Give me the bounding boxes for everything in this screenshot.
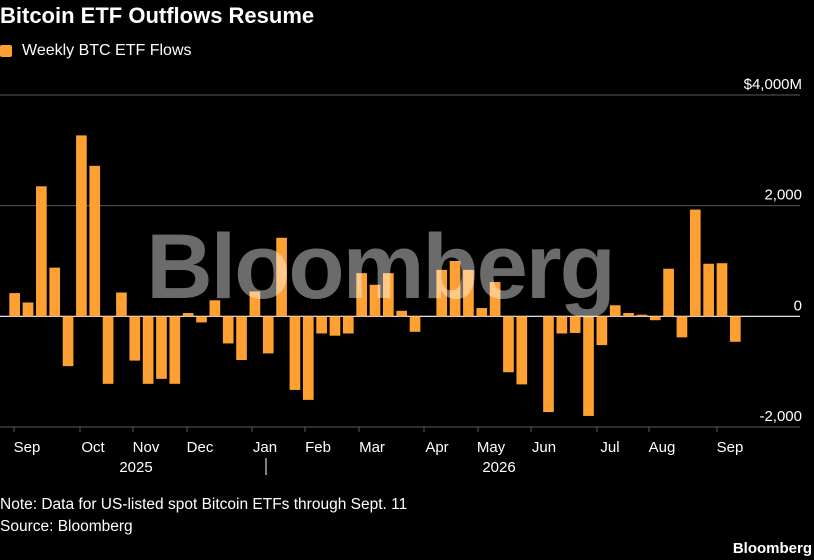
legend-swatch	[0, 45, 12, 57]
bar	[316, 316, 327, 334]
bar	[89, 165, 101, 317]
bar	[249, 291, 261, 317]
x-tick-label: Nov	[133, 439, 160, 456]
bar	[703, 263, 714, 317]
bar	[556, 316, 568, 334]
chart-note: Note: Data for US-listed spot Bitcoin ET…	[0, 496, 408, 513]
bar	[196, 316, 207, 323]
bar	[503, 316, 514, 373]
x-tick-label: Mar	[359, 439, 385, 456]
bar	[409, 316, 421, 332]
bar	[716, 263, 728, 317]
bar	[489, 282, 501, 317]
bar	[116, 292, 127, 317]
bar	[142, 316, 154, 384]
chart-title: Bitcoin ETF Outflows Resume	[0, 3, 315, 28]
bar	[236, 316, 247, 361]
bar	[156, 316, 167, 379]
bar	[369, 284, 381, 317]
x-tick-label: Sep	[717, 439, 744, 456]
y-tick-label: 0	[794, 297, 802, 314]
bar	[689, 209, 701, 317]
bar	[22, 302, 34, 317]
bar	[636, 314, 648, 317]
bar	[276, 237, 287, 317]
x-tick-label: Jan	[253, 439, 277, 456]
x-tick-label: Apr	[425, 439, 448, 456]
bar	[169, 316, 181, 384]
x-tick-label: Jul	[600, 439, 619, 456]
bar	[102, 316, 114, 384]
legend-label: Weekly BTC ETF Flows	[22, 42, 192, 59]
bar	[222, 316, 234, 344]
bar	[623, 313, 634, 317]
bar	[663, 268, 674, 317]
bar	[49, 267, 61, 317]
year-label: 2026	[482, 459, 515, 476]
bar	[649, 316, 661, 321]
y-tick-label: $4,000M	[744, 76, 802, 93]
bar	[449, 261, 461, 317]
bar	[209, 300, 221, 317]
bar	[569, 316, 581, 333]
brand-logo: Bloomberg	[732, 540, 812, 557]
y-tick-label: 2,000	[764, 187, 802, 204]
bar	[543, 316, 554, 413]
y-tick-label: -2,000	[759, 408, 802, 425]
x-tick-label: Sep	[14, 439, 41, 456]
bar	[36, 186, 47, 317]
bar	[302, 316, 314, 400]
bar	[463, 269, 474, 317]
x-tick-label: Aug	[649, 439, 676, 456]
x-tick-label: Oct	[81, 439, 105, 456]
chart-source: Source: Bloomberg	[0, 518, 133, 535]
x-tick-label: Feb	[305, 439, 331, 456]
x-tick-label: Jun	[532, 439, 556, 456]
bar	[516, 316, 528, 385]
bar	[182, 313, 194, 317]
x-tick-label: May	[477, 439, 506, 456]
bar	[9, 293, 21, 317]
x-tick-label: Dec	[187, 439, 214, 456]
watermark-text: Bloomberg	[146, 216, 614, 318]
bar	[729, 316, 741, 342]
bar	[329, 316, 341, 336]
bar	[383, 273, 394, 317]
bar	[609, 305, 621, 317]
bar	[62, 316, 74, 367]
bar	[583, 316, 594, 416]
bar-chart: Bloomberg $4,000M 2,000 0 -2,000 Sep Oct Nov Dec…	[0, 76, 802, 476]
bar	[596, 316, 608, 346]
legend: Weekly BTC ETF Flows	[0, 42, 192, 60]
bar	[396, 310, 408, 317]
bar	[262, 316, 274, 354]
bar	[129, 316, 141, 361]
bar	[356, 273, 367, 317]
bar	[436, 269, 448, 317]
year-label: 2025	[119, 459, 152, 476]
bar	[289, 316, 301, 390]
bar	[76, 135, 87, 317]
bar	[342, 316, 354, 334]
bar	[676, 316, 688, 338]
bar	[476, 308, 488, 317]
